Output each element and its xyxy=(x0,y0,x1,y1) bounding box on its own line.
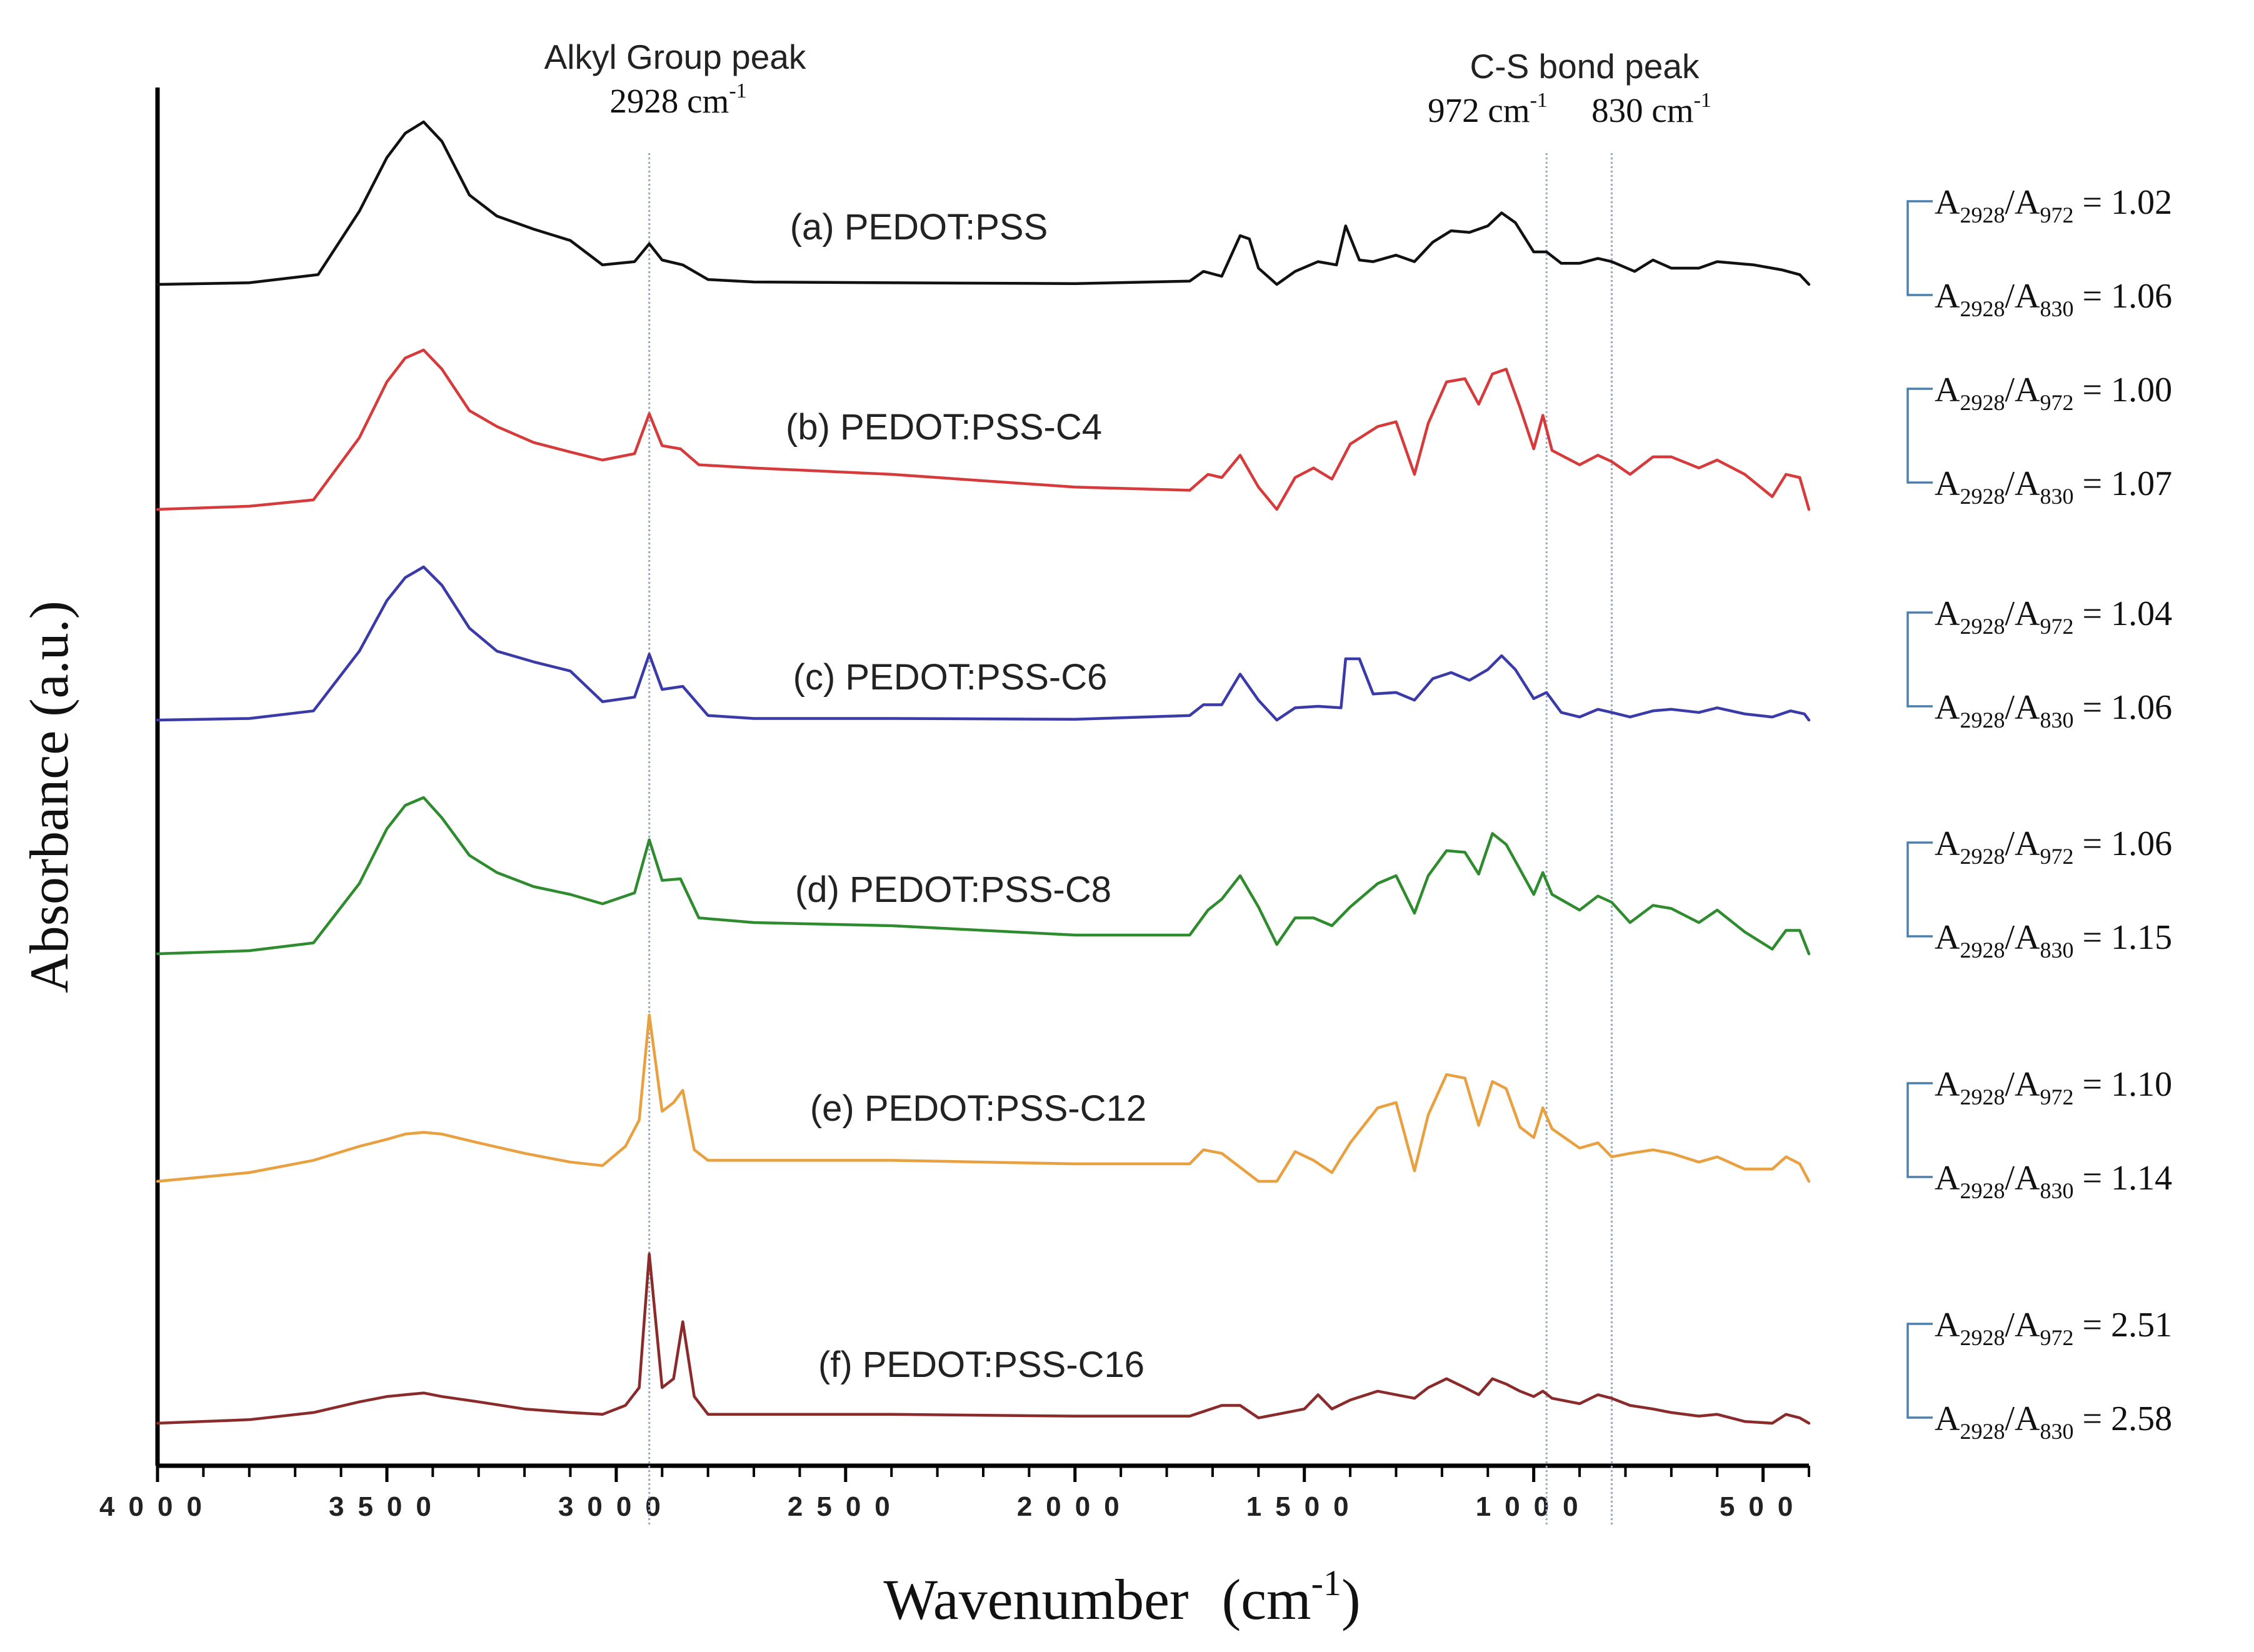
series-line-3 xyxy=(156,796,1811,956)
ratio-830-5: A2928/A830 = 2.58 xyxy=(1935,1399,2172,1444)
ratio-bracket-4 xyxy=(1906,1082,1933,1178)
cs-830-num: 830 xyxy=(1591,91,1643,129)
ratio-830-3: A2928/A830 = 1.15 xyxy=(1935,918,2172,963)
ratio-972-4: A2928/A972 = 1.10 xyxy=(1935,1065,2172,1109)
series-line-0 xyxy=(156,120,1811,286)
series-line-2 xyxy=(156,565,1811,722)
series-label-b: (b) PEDOT:PSS-C4 xyxy=(786,407,1102,448)
x-tick-label-3000: 3000 xyxy=(558,1491,674,1522)
ratio-972-1: A2928/A972 = 1.00 xyxy=(1935,371,2172,415)
x-axis-label-main: Wavenumber xyxy=(883,1568,1188,1631)
ratio-972-0: A2928/A972 = 1.02 xyxy=(1935,183,2172,228)
ratio-bracket-0 xyxy=(1906,200,1933,296)
ratio-830-4: A2928/A830 = 1.14 xyxy=(1935,1159,2172,1203)
ratio-830-1: A2928/A830 = 1.07 xyxy=(1935,464,2172,509)
ratio-bracket-5 xyxy=(1906,1323,1933,1419)
ratio-830-2: A2928/A830 = 1.06 xyxy=(1935,688,2172,733)
x-axis-tick-labels: 4000 3500 3000 2500 2000 1500 1000 500 xyxy=(99,1491,1806,1522)
alkyl-peak-exp: -1 xyxy=(729,79,746,103)
cs-830-exp: -1 xyxy=(1694,89,1711,112)
x-tick-label-4000: 4000 xyxy=(99,1491,216,1522)
cs-972-unit: cm xyxy=(1488,91,1530,129)
x-axis-label-unit: cm xyxy=(1241,1568,1311,1631)
series-label-f: (f) PEDOT:PSS-C16 xyxy=(818,1344,1145,1385)
x-axis-label-exp: -1 xyxy=(1311,1563,1341,1603)
series-line-4 xyxy=(156,1013,1811,1183)
cs-972-exp: -1 xyxy=(1530,89,1548,112)
x-tick-label-1000: 1000 xyxy=(1476,1491,1592,1522)
ratio-830-0: A2928/A830 = 1.06 xyxy=(1935,277,2172,321)
ratio-972-2: A2928/A972 = 1.04 xyxy=(1935,594,2172,639)
y-axis-label: Absorbance (a.u.) xyxy=(19,601,80,993)
x-axis-label: Wavenumber (cm-1) xyxy=(883,1563,1360,1631)
cs-972-wavenumber: 972 cm-1 xyxy=(1428,89,1548,129)
series-label-a: (a) PEDOT:PSS xyxy=(790,207,1048,248)
ratio-annotations: A2928/A972 = 1.02 A2928/A830 = 1.06 A2928/… xyxy=(1906,183,2172,1444)
alkyl-peak-label: Alkyl Group peak xyxy=(544,38,806,76)
series-line-5 xyxy=(156,1253,1811,1425)
ratio-bracket-3 xyxy=(1906,841,1933,938)
cs-830-wavenumber: 830 cm-1 xyxy=(1591,89,1711,129)
x-tick-label-500: 500 xyxy=(1720,1491,1806,1522)
alkyl-peak-num: 2928 xyxy=(609,82,678,120)
x-tick-label-1500: 1500 xyxy=(1246,1491,1363,1522)
series-label-c: (c) PEDOT:PSS-C6 xyxy=(793,657,1108,698)
x-axis-label-open: ( xyxy=(1222,1568,1241,1631)
reference-lines xyxy=(648,153,1613,1525)
ratio-972-5: A2928/A972 = 2.51 xyxy=(1935,1306,2172,1350)
cs-972-num: 972 xyxy=(1428,91,1480,129)
cs-bond-label: C-S bond peak xyxy=(1470,47,1700,86)
x-tick-label-2000: 2000 xyxy=(1017,1491,1133,1522)
ratio-bracket-2 xyxy=(1906,611,1933,708)
cs-830-unit: cm xyxy=(1651,91,1693,129)
alkyl-peak-wavenumber: 2928 cm-1 xyxy=(609,79,746,120)
ratio-bracket-1 xyxy=(1906,388,1933,484)
x-axis-label-close: ) xyxy=(1341,1568,1361,1631)
series-line-1 xyxy=(156,348,1811,511)
x-tick-label-2500: 2500 xyxy=(788,1491,904,1522)
x-tick-label-3500: 3500 xyxy=(329,1491,445,1522)
x-axis-ticks xyxy=(156,1466,1810,1482)
series-label-e: (e) PEDOT:PSS-C12 xyxy=(810,1088,1146,1129)
spectra-series xyxy=(156,120,1811,1425)
ratio-972-3: A2928/A972 = 1.06 xyxy=(1935,824,2172,869)
alkyl-peak-unit: cm xyxy=(687,82,729,120)
series-label-d: (d) PEDOT:PSS-C8 xyxy=(795,869,1111,910)
